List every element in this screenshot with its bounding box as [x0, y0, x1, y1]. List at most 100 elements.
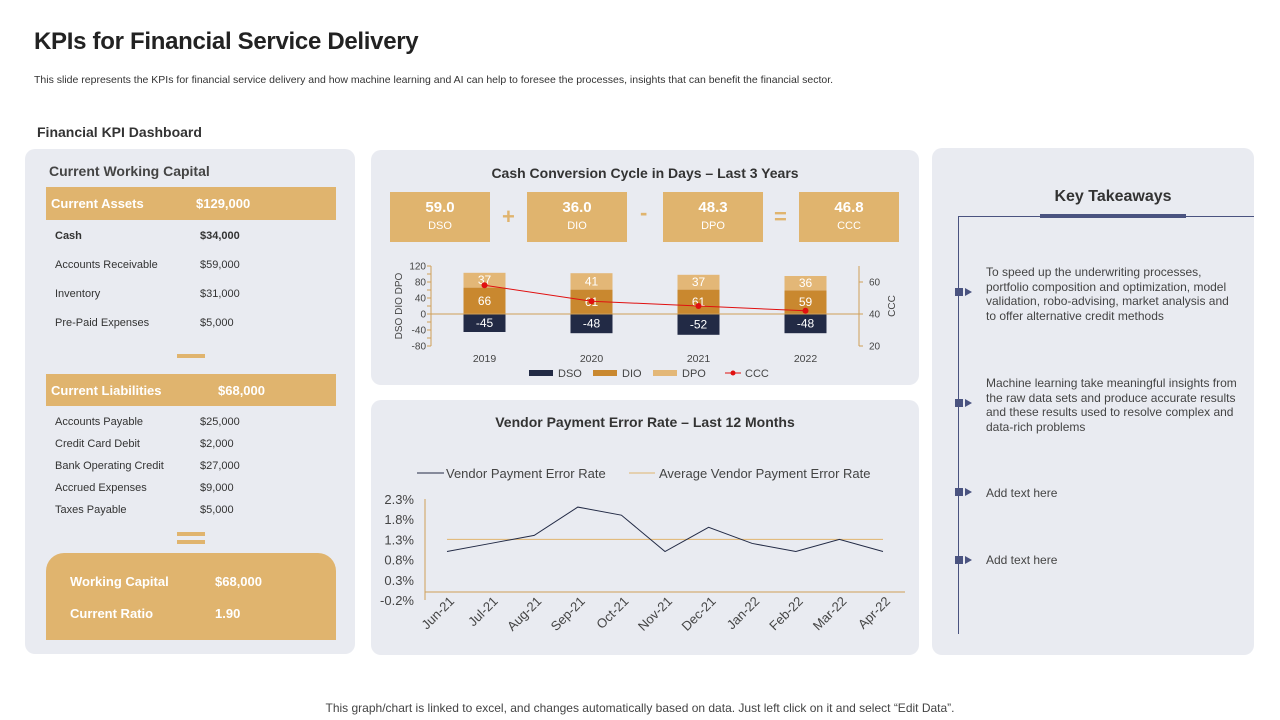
ccc-line: [484, 284, 806, 312]
kpi-label: DPO: [701, 220, 725, 232]
takeaways-panel: [932, 148, 1254, 655]
bar-dpo: [784, 276, 827, 291]
y-tick-label: 1.3%: [384, 532, 414, 547]
data-label-dio: 66: [478, 294, 492, 308]
data-label-dso: -48: [797, 317, 815, 331]
current-assets-label: Current Assets: [51, 196, 144, 211]
x-tick-label: Feb-22: [766, 594, 806, 634]
y-tick-label: 2.3%: [384, 492, 414, 507]
asset-value: $31,000: [200, 288, 240, 300]
ccc-point: [695, 303, 702, 309]
kpi-dio: 36.0 DIO: [527, 192, 627, 242]
liability-value: $9,000: [200, 482, 234, 494]
legend-label: Average Vendor Payment Error Rate: [659, 466, 871, 481]
asset-name: Cash: [55, 230, 82, 242]
liability-name: Credit Card Debit: [55, 438, 140, 450]
x-tick-label: 2021: [687, 353, 711, 365]
x-tick-label: Jul-21: [465, 594, 501, 630]
equals-icon: =: [774, 204, 787, 229]
kpi-label: DSO: [428, 220, 452, 232]
takeaway-item: Add text here: [986, 486, 1058, 500]
kpi-value: 48.3: [698, 199, 728, 216]
legend-swatch: [653, 370, 677, 376]
vendor-heading: Vendor Payment Error Rate – Last 12 Mont…: [495, 414, 795, 430]
bar-dso: [570, 314, 613, 334]
asset-name: Pre-Paid Expenses: [55, 317, 150, 329]
kpi-value: 59.0: [425, 199, 455, 216]
takeaway-item: Add text here: [986, 553, 1058, 567]
y2-axis-title: CCC: [887, 295, 898, 317]
data-label-dpo: 37: [478, 273, 492, 287]
data-label-dso: -52: [690, 317, 708, 331]
legend-marker-ccc: [730, 370, 736, 376]
kpi-dpo: 48.3 DPO: [663, 192, 763, 242]
minus-icon: [177, 354, 205, 358]
bar-dso: [784, 314, 827, 334]
data-label-dio: 61: [692, 295, 706, 309]
working-capital-summary: Working Capital $68,000 Current Ratio 1.…: [46, 553, 336, 640]
asset-value: $34,000: [200, 230, 240, 242]
ccc-point: [481, 282, 488, 289]
liability-name: Accrued Expenses: [55, 482, 147, 494]
asset-name: Accounts Receivable: [55, 259, 158, 271]
current-assets-total: $129,000: [196, 196, 251, 211]
asset-value: $59,000: [200, 259, 240, 271]
error-rate-line: [446, 506, 884, 553]
kpi-value: 46.8: [834, 199, 864, 216]
x-tick-label: 2020: [580, 353, 604, 365]
y-tick-label: 120: [409, 262, 426, 273]
ccc-point: [588, 298, 595, 305]
y-tick-label: -0.2%: [380, 593, 414, 608]
working-capital-value: $68,000: [215, 574, 262, 589]
liability-value: $25,000: [200, 416, 240, 428]
x-tick-label: Sep-21: [548, 594, 588, 634]
legend-label: DPO: [682, 368, 706, 380]
current-ratio-value: 1.90: [215, 606, 241, 621]
x-tick-label: 2019: [473, 353, 497, 365]
y-axis-title: DSO DIO DPO: [394, 272, 405, 339]
footer-note: This graph/chart is linked to excel, and…: [325, 701, 955, 715]
legend-label: Vendor Payment Error Rate: [446, 466, 606, 481]
bar-dpo: [570, 273, 613, 290]
kpi-label: CCC: [837, 220, 861, 232]
y-tick-label: -80: [412, 342, 427, 353]
asset-name: Inventory: [55, 288, 101, 300]
y-tick-label: -40: [412, 326, 427, 337]
y-tick-label: 0: [420, 310, 426, 321]
liability-value: $2,000: [200, 438, 234, 450]
x-tick-label: Jan-22: [724, 594, 763, 633]
bar-dso: [677, 314, 720, 335]
kpi-label: DIO: [567, 220, 587, 232]
y-tick-label: 0.8%: [384, 553, 414, 568]
x-tick-label: 2022: [794, 353, 818, 365]
data-label-dso: -45: [476, 316, 494, 330]
x-tick-label: Nov-21: [635, 594, 675, 634]
data-label-dpo: 36: [799, 276, 813, 290]
current-ratio-label: Current Ratio: [70, 606, 154, 621]
ccc-panel: [371, 150, 919, 385]
x-tick-label: Mar-22: [810, 594, 850, 634]
y-tick-label: 0.3%: [384, 573, 414, 588]
plus-icon: +: [502, 204, 515, 229]
arrow-right-icon: [955, 556, 972, 564]
dashboard-label: Financial KPI Dashboard: [37, 124, 202, 140]
bar-dpo: [463, 272, 506, 288]
y-tick-label: 40: [415, 294, 427, 305]
working-capital-label: Working Capital: [70, 574, 169, 589]
page-subtitle: This slide represents the KPIs for finan…: [34, 74, 834, 86]
liability-value: $5,000: [200, 504, 234, 516]
kpi-ccc: 46.8 CCC: [799, 192, 899, 242]
legend-label: CCC: [745, 368, 769, 380]
kpi-dso: 59.0 DSO: [390, 192, 490, 242]
x-tick-label: Oct-21: [593, 594, 631, 632]
current-liabilities-bar: Current Liabilities $68,000: [46, 374, 336, 406]
working-capital-heading: Current Working Capital: [49, 163, 210, 179]
data-label-dpo: 41: [585, 274, 599, 288]
legend-label: DIO: [622, 368, 642, 380]
takeaways-heading: Key Takeaways: [1054, 188, 1172, 205]
liability-name: Accounts Payable: [55, 416, 144, 428]
bar-dio: [784, 290, 827, 314]
arrow-right-icon: [955, 399, 972, 407]
liability-name: Bank Operating Credit: [55, 460, 164, 472]
data-label-dio: 59: [799, 295, 813, 309]
